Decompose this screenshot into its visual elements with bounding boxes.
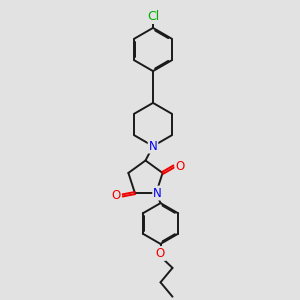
Text: N: N [153,187,162,200]
Text: Cl: Cl [147,10,159,23]
Text: O: O [112,189,121,202]
Text: O: O [156,247,165,260]
Text: N: N [148,140,158,153]
Text: O: O [176,160,184,173]
